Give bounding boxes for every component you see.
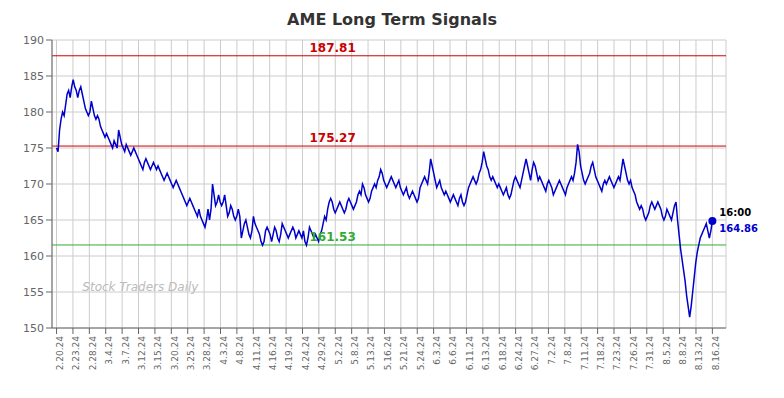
svg-text:175.27: 175.27 [309, 131, 355, 145]
svg-text:161.53: 161.53 [309, 230, 355, 244]
svg-text:7.11.24: 7.11.24 [580, 336, 590, 371]
svg-text:6.3.24: 6.3.24 [432, 336, 442, 365]
svg-text:185: 185 [23, 70, 44, 83]
svg-text:4.24.24: 4.24.24 [301, 336, 311, 371]
svg-text:3.4.24: 3.4.24 [104, 336, 114, 365]
svg-text:5.16.24: 5.16.24 [383, 336, 393, 371]
svg-text:6.24.24: 6.24.24 [514, 336, 524, 371]
svg-text:5.8.24: 5.8.24 [350, 336, 360, 365]
svg-text:7.2.24: 7.2.24 [547, 336, 557, 365]
svg-text:8.16.24: 8.16.24 [711, 336, 721, 371]
svg-text:3.15.24: 3.15.24 [153, 336, 163, 371]
svg-text:4.29.24: 4.29.24 [317, 336, 327, 371]
html-text:AME Long Term Signals: AME Long Term Signals [287, 10, 497, 29]
svg-text:8.5.24: 8.5.24 [662, 336, 672, 365]
svg-text:4.3.24: 4.3.24 [219, 336, 229, 365]
svg-text:187.81: 187.81 [309, 41, 355, 55]
svg-text:3.25.24: 3.25.24 [186, 336, 196, 371]
svg-text:16:00: 16:00 [719, 207, 751, 218]
svg-text:6.27.24: 6.27.24 [530, 336, 540, 371]
svg-text:155: 155 [23, 286, 44, 299]
svg-text:3.20.24: 3.20.24 [170, 336, 180, 371]
svg-text:180: 180 [23, 106, 44, 119]
svg-text:7.23.24: 7.23.24 [612, 336, 622, 371]
svg-text:160: 160 [23, 250, 44, 263]
svg-text:170: 170 [23, 178, 44, 191]
svg-text:2.20.24: 2.20.24 [55, 336, 65, 371]
svg-text:190: 190 [23, 34, 44, 47]
svg-text:8.13.24: 8.13.24 [694, 336, 704, 371]
svg-text:7.18.24: 7.18.24 [596, 336, 606, 371]
svg-text:2.28.24: 2.28.24 [88, 336, 98, 371]
svg-text:6.6.24: 6.6.24 [448, 336, 458, 365]
svg-text:7.31.24: 7.31.24 [645, 336, 655, 371]
svg-text:4.11.24: 4.11.24 [252, 336, 262, 371]
svg-text:8.8.24: 8.8.24 [678, 336, 688, 365]
svg-text:164.86: 164.86 [719, 223, 758, 234]
svg-text:6.11.24: 6.11.24 [465, 336, 475, 371]
svg-text:4.19.24: 4.19.24 [284, 336, 294, 371]
svg-text:6.13.24: 6.13.24 [481, 336, 491, 371]
svg-text:5.13.24: 5.13.24 [366, 336, 376, 371]
svg-text:7.8.24: 7.8.24 [563, 336, 573, 365]
svg-text:5.24.24: 5.24.24 [416, 336, 426, 371]
svg-text:5.21.24: 5.21.24 [399, 336, 409, 371]
svg-text:6.18.24: 6.18.24 [498, 336, 508, 371]
svg-text:7.26.24: 7.26.24 [629, 336, 639, 371]
svg-text:165: 165 [23, 214, 44, 227]
svg-text:5.2.24: 5.2.24 [334, 336, 344, 365]
svg-text:3.12.24: 3.12.24 [137, 336, 147, 371]
svg-text:150: 150 [23, 322, 44, 335]
svg-text:3.7.24: 3.7.24 [121, 336, 131, 365]
svg-text:175: 175 [23, 142, 44, 155]
svg-text:4.8.24: 4.8.24 [235, 336, 245, 365]
svg-text:4.16.24: 4.16.24 [268, 336, 278, 371]
svg-text:3.28.24: 3.28.24 [202, 336, 212, 371]
svg-text:2.23.24: 2.23.24 [71, 336, 81, 371]
svg-text:Stock Traders Daily: Stock Traders Daily [82, 280, 199, 294]
